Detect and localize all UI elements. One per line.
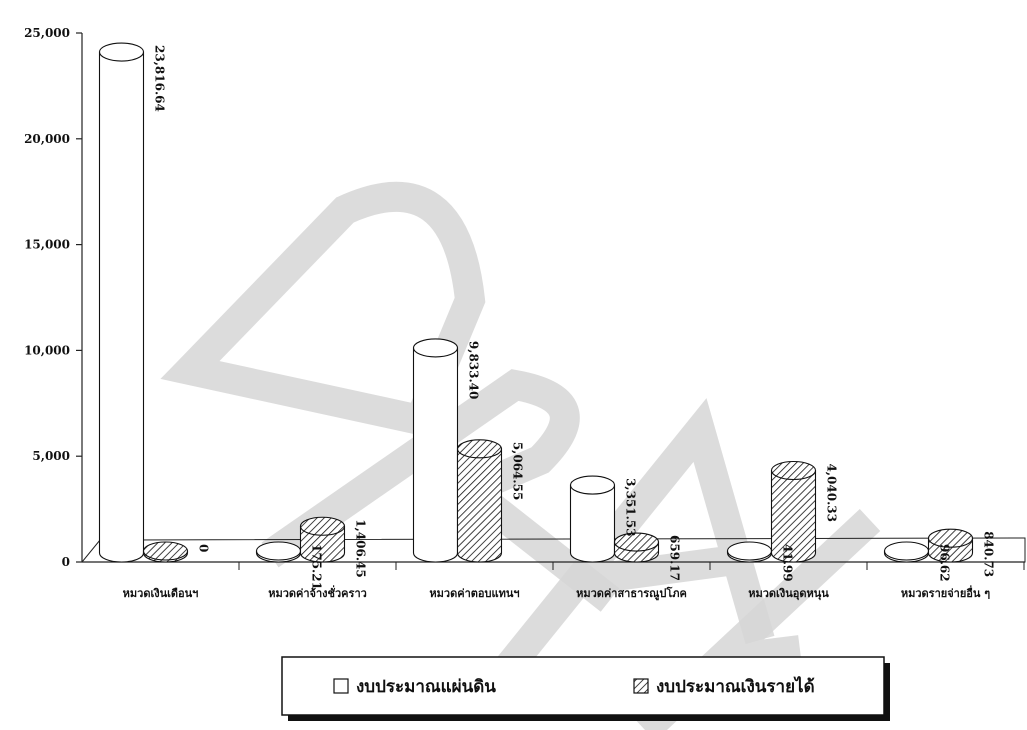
data-label: 3,351.53 xyxy=(624,478,638,536)
legend: งบประมาณแผ่นดิน งบประมาณเงินรายได้ xyxy=(281,656,890,721)
bars xyxy=(98,42,974,563)
legend-swatch-state-budget xyxy=(333,678,349,694)
bar-income-budget xyxy=(456,439,503,563)
watermark-letter-r xyxy=(261,369,620,612)
bar-top xyxy=(770,460,817,481)
y-tick-label: 15,000 xyxy=(24,238,70,252)
bar-top xyxy=(299,516,346,536)
bar-top xyxy=(569,475,616,495)
data-label: 96.62 xyxy=(938,544,952,582)
bar-top xyxy=(456,439,503,459)
y-tick-label: 10,000 xyxy=(24,343,70,357)
bar-body xyxy=(456,448,503,563)
legend-label-state-budget: งบประมาณแผ่นดิน xyxy=(356,677,496,697)
x-category-label: หมวดค่าตอบแทนฯ xyxy=(429,587,519,600)
x-category-label: หมวดค่าจ้างชั่วคราว xyxy=(268,585,367,600)
y-tick-label: 0 xyxy=(62,555,70,569)
bar-body xyxy=(569,484,616,563)
bar-top xyxy=(613,532,660,552)
bar-state-budget xyxy=(255,541,302,563)
y-tick-label: 25,000 xyxy=(24,26,70,40)
data-label: 0 xyxy=(197,544,211,552)
bar-top xyxy=(142,541,189,561)
data-label: 41.99 xyxy=(781,544,795,582)
bar-state-budget xyxy=(726,541,773,563)
data-label: 659.17 xyxy=(668,535,682,581)
bar-top xyxy=(412,338,459,358)
data-label: 840.73 xyxy=(982,531,996,577)
bar-state-budget xyxy=(569,475,616,563)
watermark xyxy=(160,181,881,730)
x-category-label: หมวดเงินเดือนฯ xyxy=(123,587,199,600)
legend-swatch-income-budget xyxy=(633,678,649,694)
data-label: 9,833.40 xyxy=(467,341,481,399)
watermark-letter-d xyxy=(160,181,486,438)
data-label: 5,064.55 xyxy=(511,442,525,500)
bar-body xyxy=(98,51,145,563)
bar-body xyxy=(299,525,346,563)
bar-state-budget xyxy=(98,42,145,563)
bar-body xyxy=(770,469,817,563)
x-axis: หมวดเงินเดือนฯ หมวดค่าจ้างชั่วคราว หมวดค่า… xyxy=(123,562,1025,601)
data-labels: 23,816.64 0 175.21 1,406.45 9,833.40 5,064.55… xyxy=(153,45,996,590)
y-axis: 0 5,000 10,000 15,000 20,000 25,000 xyxy=(24,26,83,569)
bar-income-budget xyxy=(142,541,189,563)
x-category-label: หมวดเงินอุดหนุน xyxy=(748,587,829,601)
legend-label-income-budget: งบประมาณเงินรายได้ xyxy=(656,676,815,697)
bar-top xyxy=(927,528,974,548)
data-label: 23,816.64 xyxy=(153,45,167,112)
y-tick-label: 20,000 xyxy=(24,132,70,146)
bar-top xyxy=(883,541,930,561)
bar-income-budget xyxy=(613,532,660,563)
data-label: 4,040.33 xyxy=(825,464,839,522)
bar-income-budget xyxy=(299,516,346,563)
x-category-label: หมวดรายจ่ายอื่น ๆ xyxy=(901,585,990,600)
bar-body xyxy=(412,347,459,563)
data-label: 1,406.45 xyxy=(354,519,368,577)
bar-income-budget xyxy=(927,528,974,563)
bar-top xyxy=(255,541,302,561)
legend-box xyxy=(281,656,885,716)
bar-top xyxy=(726,541,773,561)
bar-state-budget xyxy=(883,541,930,563)
x-category-label: หมวดค่าสาธารณูปโภค xyxy=(576,586,687,601)
data-label: 175.21 xyxy=(310,544,324,590)
bar-top xyxy=(98,42,145,62)
y-tick-label: 5,000 xyxy=(32,449,70,463)
bar-state-budget xyxy=(412,338,459,563)
bar-income-budget xyxy=(770,460,817,563)
